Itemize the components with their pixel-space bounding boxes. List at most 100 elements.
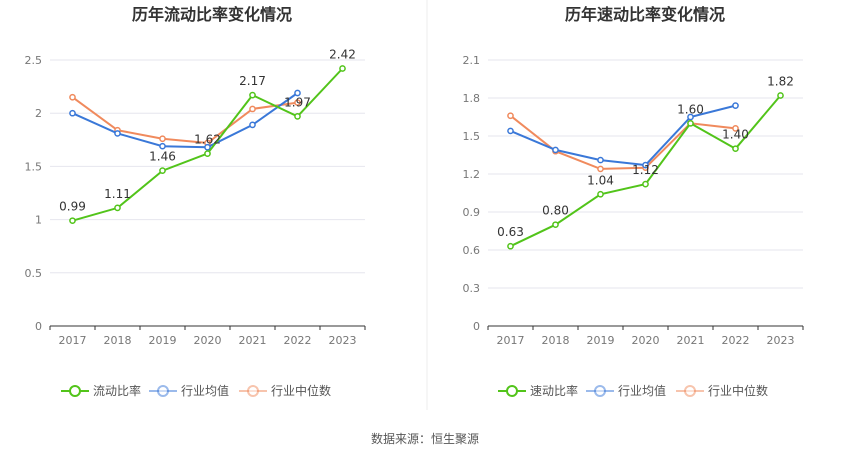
data-point[interactable] [732,102,739,109]
data-point[interactable] [552,221,559,229]
data-label: 1.97 [284,95,311,109]
legend-item[interactable]: 行业均值 [149,383,229,398]
data-label: 1.60 [677,102,704,116]
x-tick-label: 2018 [542,334,570,347]
data-label: 2.17 [239,74,266,88]
data-point[interactable] [114,130,121,137]
data-point[interactable] [204,143,211,151]
legend-marker [157,385,169,397]
legend-item[interactable]: 行业中位数 [676,383,768,398]
legend-item[interactable]: 流动比率 [61,383,141,398]
series-line [71,96,298,145]
data-point[interactable] [294,113,301,120]
data-point[interactable] [159,142,166,150]
data-point[interactable] [294,89,301,97]
legend-label: 流动比率 [93,383,141,398]
x-tick-label: 2018 [104,334,132,347]
x-tick-label: 2023 [767,334,795,347]
legend-label: 行业中位数 [271,383,331,398]
data-label: 1.46 [149,150,176,164]
quick-ratio-panel: 历年速动比率变化情况 0 0.3 0.6 0.9 1.2 1.5 1.8 2.1 2017 201… [463,5,804,398]
data-label: 0.80 [542,204,569,218]
legend-marker [247,385,259,397]
data-point[interactable] [159,135,166,143]
chart-title: 历年流动比率变化情况 [132,5,292,24]
legend-marker [69,385,81,397]
data-point[interactable] [69,109,76,117]
data-point[interactable] [204,150,211,157]
data-point[interactable] [552,146,559,154]
data-point[interactable] [507,112,514,120]
data-label: 1.62 [194,133,221,147]
data-point[interactable] [69,93,76,101]
data-label: 1.04 [587,173,614,187]
y-tick-label: 1.5 [25,160,43,173]
legend-item[interactable]: 行业均值 [586,383,666,398]
y-tick-label: 2.5 [25,54,43,67]
legend-label: 行业均值 [618,383,666,398]
x-tick-label: 2020 [194,334,222,347]
legend-label: 行业均值 [181,383,229,398]
data-point[interactable] [597,190,604,198]
x-tick-label: 2023 [329,334,357,347]
data-point[interactable] [339,65,346,72]
x-tick-label: 2022 [284,334,312,347]
legend-marker [684,385,696,397]
data-label: 1.12 [632,163,659,177]
data-point[interactable] [507,127,514,135]
data-point[interactable] [597,156,604,164]
x-tick-label: 2017 [59,334,87,347]
y-tick-label: 0.5 [25,267,43,280]
data-point[interactable] [69,217,76,225]
y-tick-label: 0 [35,320,42,333]
data-point[interactable] [159,167,166,175]
data-label: 0.99 [59,200,86,214]
data-point[interactable] [507,242,514,250]
data-point[interactable] [249,105,256,113]
y-tick-label: 1.5 [463,130,481,143]
x-tick-label: 2020 [632,334,660,347]
y-tick-label: 1.8 [463,92,481,105]
series-line [509,114,736,170]
data-point[interactable] [732,125,739,132]
data-point[interactable] [687,113,694,121]
y-tick-label: 1 [35,214,42,227]
source-note: 数据来源：恒生聚源 [371,431,479,446]
series-line [510,104,736,167]
data-point[interactable] [687,119,694,127]
data-point[interactable] [597,165,604,173]
series-line [72,92,299,149]
data-label: 1.40 [722,128,749,142]
data-point[interactable] [732,145,739,153]
x-tick-label: 2021 [239,334,267,347]
y-tick-label: 1.2 [463,168,481,181]
data-point[interactable] [249,121,256,129]
y-tick-label: 2.1 [463,54,481,67]
y-tick-label: 0.6 [463,244,481,257]
chart-title: 历年速动比率变化情况 [565,5,725,24]
legend-label: 速动比率 [530,383,578,398]
data-label: 0.63 [497,225,524,239]
data-label: 1.11 [104,187,131,201]
legend-item[interactable]: 行业中位数 [239,383,331,398]
legend-marker [594,385,606,397]
y-tick-label: 0.3 [463,282,481,295]
data-point[interactable] [642,180,649,188]
x-tick-label: 2019 [587,334,615,347]
x-tick-label: 2021 [677,334,705,347]
x-tick-label: 2022 [722,334,750,347]
legend-item[interactable]: 速动比率 [498,383,578,398]
legend-label: 行业中位数 [708,383,768,398]
legend-marker [506,385,518,397]
data-point[interactable] [777,92,784,99]
x-tick-label: 2019 [149,334,177,347]
data-point[interactable] [114,204,121,212]
data-label: 1.82 [767,74,794,88]
y-tick-label: 0 [473,320,480,333]
data-point[interactable] [642,161,649,169]
data-point[interactable] [294,99,301,106]
y-tick-label: 2 [35,107,42,120]
data-point[interactable] [249,91,256,99]
y-tick-label: 0.9 [463,206,481,219]
